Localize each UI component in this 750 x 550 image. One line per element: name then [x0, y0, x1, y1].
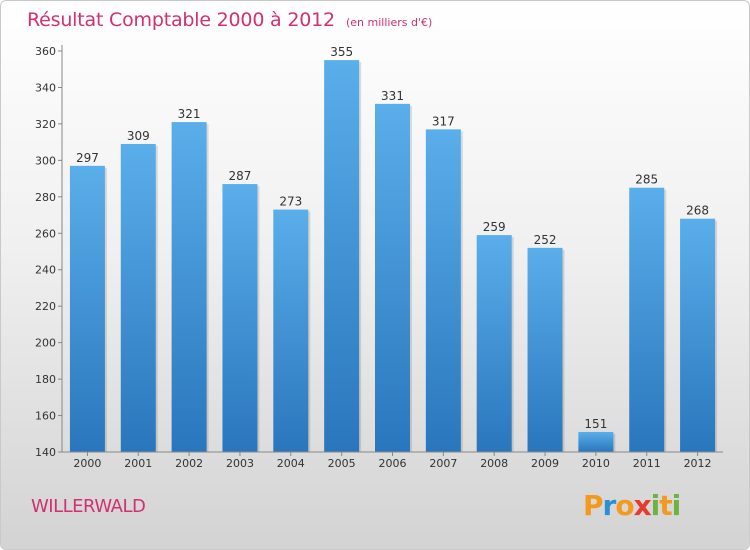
x-tick-label: 2008 — [480, 457, 508, 470]
x-tick-label: 2003 — [226, 457, 254, 470]
x-tick-label: 2006 — [379, 457, 407, 470]
proxiti-logo: Proxiti — [583, 489, 682, 522]
bar-value-label: 287 — [229, 169, 252, 183]
bar-value-label: 355 — [330, 45, 353, 59]
bar — [578, 431, 614, 452]
bar — [120, 143, 156, 452]
bar-value-label: 317 — [432, 114, 455, 128]
y-tick-label: 340 — [35, 81, 56, 94]
logo-letter: r — [602, 489, 617, 522]
bar — [476, 235, 512, 452]
bar — [69, 165, 105, 452]
bar — [527, 247, 563, 452]
x-tick-label: 2007 — [429, 457, 457, 470]
x-tick-label: 2001 — [124, 457, 152, 470]
y-tick-label: 140 — [35, 446, 56, 459]
bar-value-label: 268 — [686, 204, 709, 218]
bar — [629, 187, 665, 453]
x-tick-label: 2004 — [277, 457, 305, 470]
chart-title: Résultat Comptable 2000 à 2012 (en milli… — [27, 9, 432, 31]
chart-title-text: Résultat Comptable 2000 à 2012 — [27, 9, 335, 31]
y-tick-label: 200 — [35, 337, 56, 350]
bar — [324, 60, 360, 452]
bar-value-label: 321 — [178, 107, 201, 121]
bar — [273, 209, 309, 452]
y-tick-label: 260 — [35, 227, 56, 240]
bar-value-label: 151 — [584, 417, 607, 431]
x-tick-label: 2010 — [582, 457, 610, 470]
y-tick-label: 280 — [35, 191, 56, 204]
chart-unit-label: (en milliers d'€) — [345, 16, 433, 29]
y-tick-label: 320 — [35, 118, 56, 131]
bar-value-label: 309 — [127, 129, 150, 143]
y-tick-label: 300 — [35, 154, 56, 167]
bar — [222, 184, 258, 453]
x-tick-label: 2012 — [684, 457, 712, 470]
logo-letter: i — [650, 489, 661, 522]
logo-letter: x — [633, 489, 652, 522]
y-tick-label: 360 — [35, 45, 56, 58]
bar — [375, 103, 410, 452]
y-tick-label: 220 — [35, 300, 56, 313]
bar-value-label: 259 — [483, 220, 506, 234]
bar — [680, 218, 716, 452]
bar-value-label: 331 — [381, 89, 404, 103]
x-tick-label: 2000 — [73, 457, 101, 470]
x-tick-label: 2009 — [531, 457, 559, 470]
x-tick-label: 2002 — [175, 457, 203, 470]
y-tick-label: 160 — [35, 410, 56, 423]
logo-letter: o — [615, 489, 634, 522]
y-tick-label: 180 — [35, 373, 56, 386]
x-tick-label: 2005 — [328, 457, 356, 470]
y-tick-label: 240 — [35, 264, 56, 277]
bar — [425, 129, 461, 453]
commune-name: WILLERWALD — [31, 496, 146, 517]
logo-letter: i — [671, 489, 682, 522]
bar-value-label: 273 — [279, 195, 302, 209]
bar — [171, 122, 207, 452]
bar-value-label: 297 — [76, 151, 99, 165]
logo-letter: t — [659, 489, 672, 522]
x-tick-label: 2011 — [633, 457, 661, 470]
bar-value-label: 252 — [534, 233, 557, 247]
logo-letter: P — [583, 489, 604, 522]
bar-value-label: 285 — [635, 173, 658, 187]
